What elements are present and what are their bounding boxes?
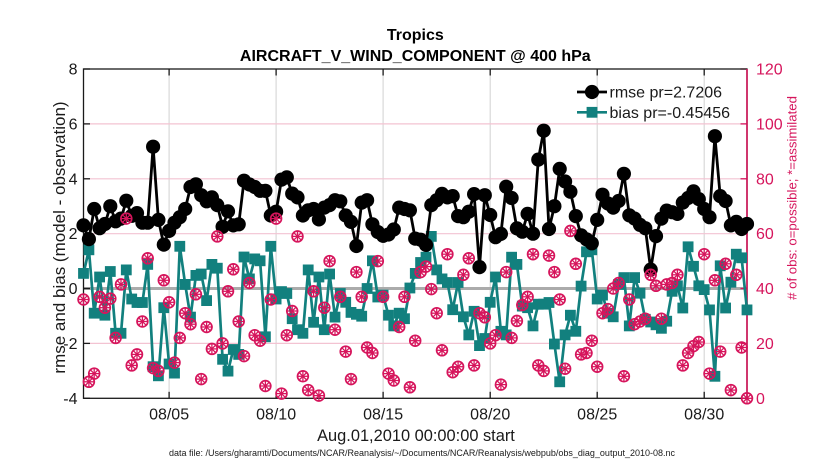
svg-text:80: 80	[756, 171, 774, 188]
svg-text:Aug.01,2010 00:00:00 start: Aug.01,2010 00:00:00 start	[317, 427, 515, 445]
svg-text:rmse and bias (model - observa: rmse and bias (model - observation)	[50, 101, 69, 373]
svg-text:08/15: 08/15	[363, 407, 403, 424]
svg-text:6: 6	[69, 116, 78, 133]
svg-text:data file: /Users/gharamti/Doc: data file: /Users/gharamti/Documents/NCA…	[169, 448, 676, 458]
svg-text:08/20: 08/20	[470, 407, 510, 424]
svg-text:0: 0	[69, 281, 78, 298]
svg-text:8: 8	[69, 62, 78, 79]
svg-text:120: 120	[756, 62, 783, 79]
svg-text:# of obs: o=possible; *=assimi: # of obs: o=possible; *=assimilated	[785, 96, 800, 300]
svg-text:-2: -2	[63, 336, 77, 353]
svg-text:AIRCRAFT_V_WIND_COMPONENT @ 40: AIRCRAFT_V_WIND_COMPONENT @ 400 hPa	[240, 48, 591, 65]
svg-text:08/30: 08/30	[684, 407, 724, 424]
svg-text:rmse pr=2.7206: rmse pr=2.7206	[610, 85, 723, 102]
svg-text:08/05: 08/05	[149, 407, 189, 424]
svg-text:60: 60	[756, 226, 774, 243]
svg-text:2: 2	[69, 226, 78, 243]
svg-text:4: 4	[69, 171, 78, 188]
svg-text:0: 0	[756, 391, 765, 408]
svg-text:100: 100	[756, 116, 783, 133]
svg-text:Tropics: Tropics	[387, 27, 444, 44]
svg-text:-4: -4	[63, 391, 77, 408]
svg-text:bias pr=-0.45456: bias pr=-0.45456	[610, 105, 731, 122]
svg-text:20: 20	[756, 336, 774, 353]
svg-text:08/25: 08/25	[577, 407, 617, 424]
svg-text:40: 40	[756, 281, 774, 298]
svg-text:08/10: 08/10	[256, 407, 296, 424]
